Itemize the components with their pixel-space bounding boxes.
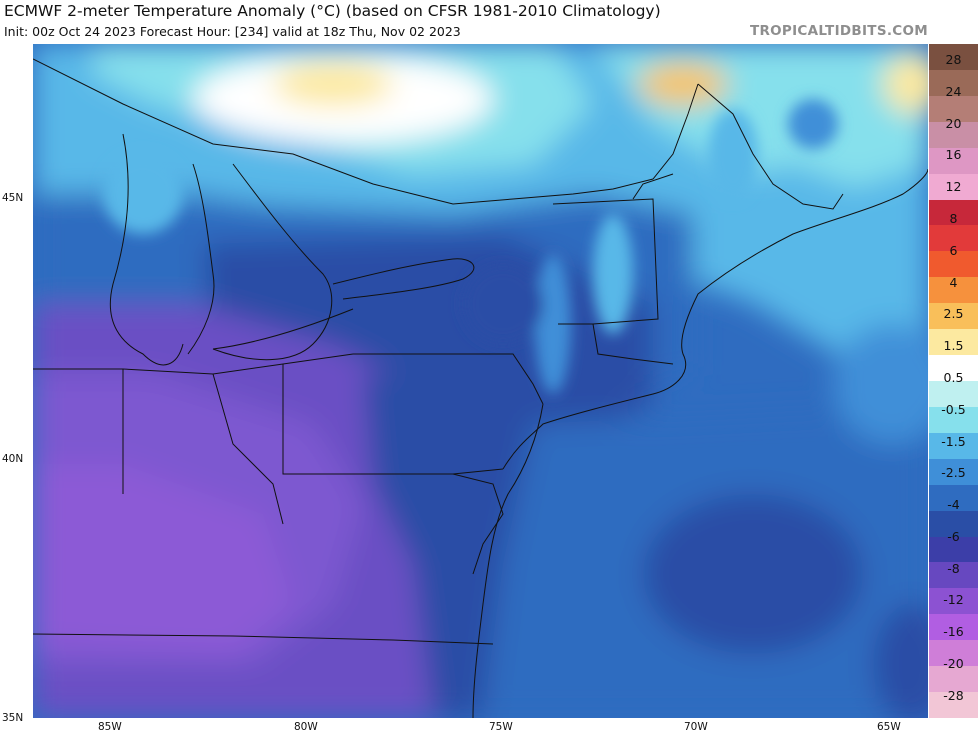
lon-label-85w: 85W [98, 721, 122, 733]
colorbar-label: -4 [947, 497, 960, 513]
colorbar-label: 12 [945, 179, 962, 195]
colorbar-label: -2.5 [941, 465, 966, 481]
colorbar-swatch [929, 562, 978, 589]
colorbar-label: 20 [945, 115, 962, 131]
map-subtitle: Init: 00z Oct 24 2023 Forecast Hour: [23… [4, 24, 461, 39]
colorbar-swatch [929, 251, 978, 278]
colorbar-swatch [929, 432, 978, 460]
colorbar-label: 2.5 [943, 306, 964, 322]
lon-label-80w: 80W [294, 721, 318, 733]
colorbar-label: 4 [949, 274, 958, 290]
colorbar-swatch [929, 95, 978, 123]
colorbar-swatch [929, 510, 978, 538]
colorbar-label: 1.5 [943, 338, 964, 354]
lon-label-65w: 65W [877, 721, 901, 733]
brand-watermark: TROPICALTIDBITS.COM [749, 23, 928, 39]
colorbar-swatch [929, 458, 978, 486]
colorbar-label: -16 [943, 624, 964, 640]
colorbar-swatch [929, 329, 978, 356]
colorbar-label: 8 [949, 210, 958, 226]
colorbar-swatch [929, 147, 978, 175]
colorbar-swatch [929, 44, 978, 71]
colorbar-swatch [929, 484, 978, 512]
lon-label-70w: 70W [684, 721, 708, 733]
colorbar-swatch [929, 614, 978, 641]
lat-label-45n: 45N [2, 192, 24, 204]
colorbar-label: 24 [945, 83, 962, 99]
colorbar-label: -20 [943, 656, 964, 672]
map-title: ECMWF 2-meter Temperature Anomaly (°C) (… [4, 2, 661, 20]
colorbar-swatch [929, 588, 978, 615]
colorbar-swatch [929, 303, 978, 330]
colorbar-swatch [929, 225, 978, 252]
colorbar-swatch [929, 277, 978, 304]
colorbar-label: 6 [949, 242, 958, 258]
colorbar: 28 24 20 16 12 8 6 4 2.5 1.5 0.5 -0.5 -1.5 -2.5 -4 -6 -8… [929, 44, 978, 719]
colorbar-swatch [929, 536, 978, 563]
colorbar-swatch [929, 173, 978, 201]
colorbar-label: -0.5 [941, 401, 966, 417]
colorbar-swatch [929, 69, 978, 97]
colorbar-label: -1.5 [941, 433, 966, 449]
colorbar-swatch [929, 121, 978, 149]
colorbar-label: 28 [945, 52, 962, 67]
lat-label-35n: 35N [2, 712, 24, 724]
colorbar-label: 16 [945, 147, 962, 163]
colorbar-swatch [929, 692, 978, 719]
colorbar-swatch [929, 640, 978, 667]
lat-label-40n: 40N [2, 453, 24, 465]
colorbar-label: -28 [943, 687, 964, 703]
colorbar-label: -12 [943, 592, 964, 608]
colorbar-swatch [929, 199, 978, 226]
colorbar-label: -6 [947, 528, 960, 544]
lon-label-75w: 75W [489, 721, 513, 733]
anomaly-field-detail [103, 99, 838, 394]
colorbar-label: -8 [947, 560, 960, 576]
boundary-lines [33, 58, 928, 718]
colorbar-swatch [929, 381, 978, 408]
colorbar-swatch [929, 406, 978, 434]
colorbar-label: 0.5 [943, 369, 964, 385]
anomaly-field-shading [33, 44, 928, 718]
colorbar-swatch [929, 355, 978, 382]
temperature-anomaly-map [33, 44, 928, 718]
colorbar-swatch [929, 666, 978, 693]
